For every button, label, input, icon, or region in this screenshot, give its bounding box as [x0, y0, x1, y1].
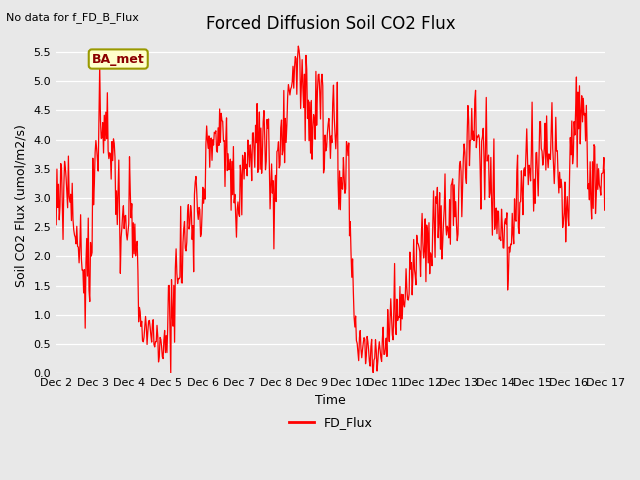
Y-axis label: Soil CO2 Flux (umol/m2/s): Soil CO2 Flux (umol/m2/s) [15, 124, 28, 287]
X-axis label: Time: Time [316, 394, 346, 407]
Text: No data for f_FD_B_Flux: No data for f_FD_B_Flux [6, 12, 140, 23]
Legend: FD_Flux: FD_Flux [284, 411, 378, 434]
Title: Forced Diffusion Soil CO2 Flux: Forced Diffusion Soil CO2 Flux [206, 15, 456, 33]
Text: BA_met: BA_met [92, 52, 145, 66]
